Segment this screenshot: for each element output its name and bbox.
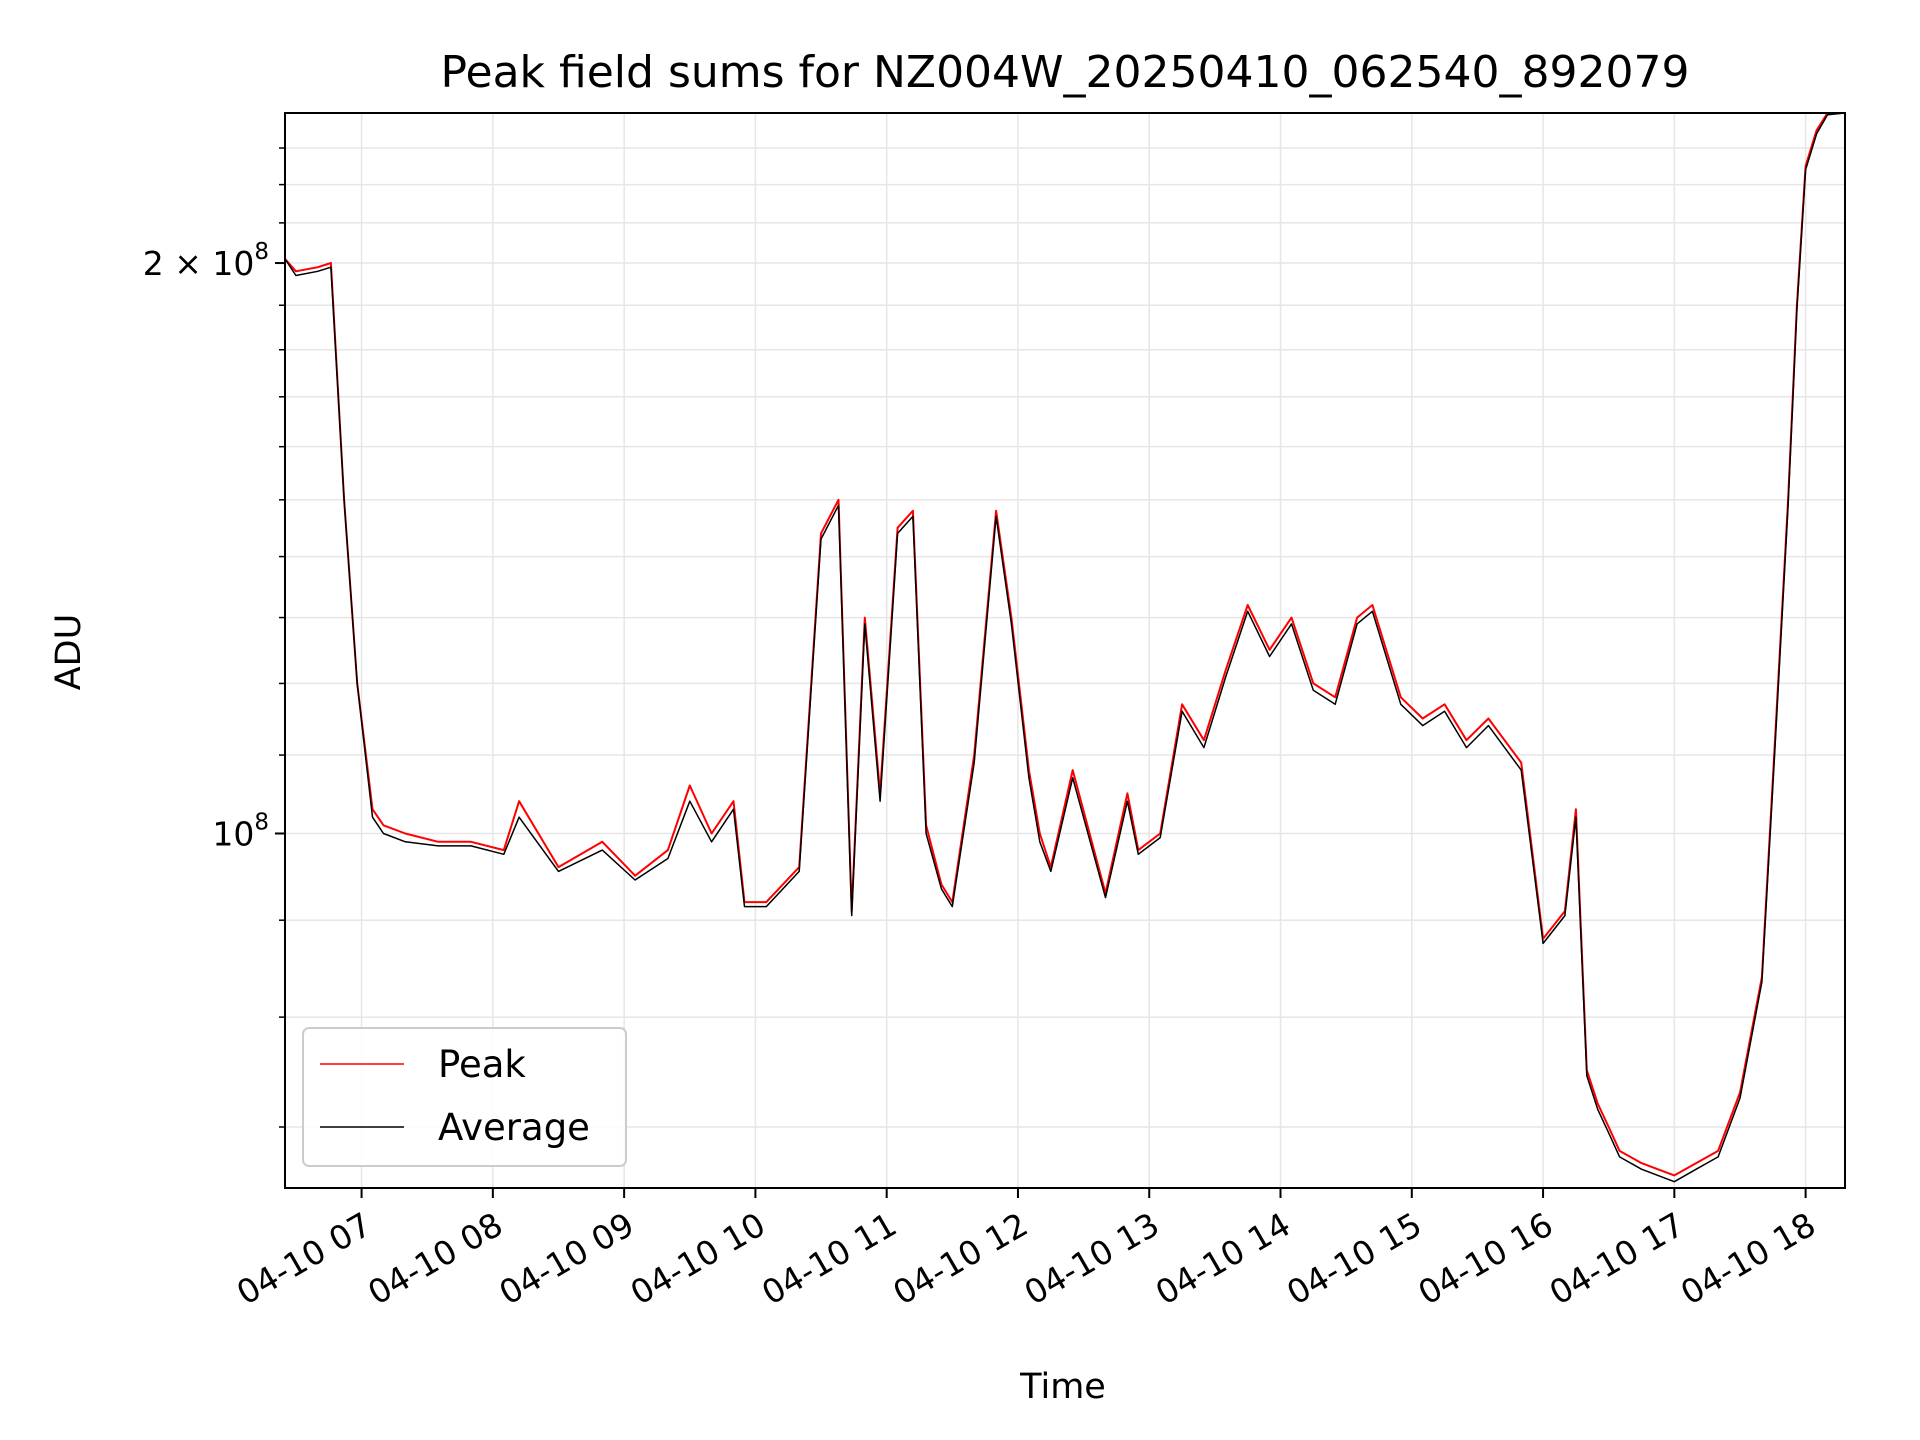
series-line-peak	[284, 112, 1845, 1177]
plot-frame	[284, 112, 1846, 1189]
legend-box	[302, 1027, 627, 1167]
legend-label-peak: Peak	[438, 1043, 526, 1086]
legend-label-average: Average	[438, 1106, 590, 1149]
y-tick-label: 108	[212, 809, 269, 853]
series-line-average	[284, 112, 1846, 1183]
legend: Peak Average	[302, 1027, 627, 1167]
x-axis-label: Time	[1019, 1367, 1106, 1407]
chart-title: Peak field sums for NZ004W_20250410_0625…	[441, 47, 1690, 98]
y-axis: 108 2 × 108	[143, 147, 285, 1128]
y-tick-label: 2 × 108	[143, 239, 269, 283]
y-axis-label: ADU	[49, 614, 89, 691]
series-layer	[284, 112, 1846, 1183]
